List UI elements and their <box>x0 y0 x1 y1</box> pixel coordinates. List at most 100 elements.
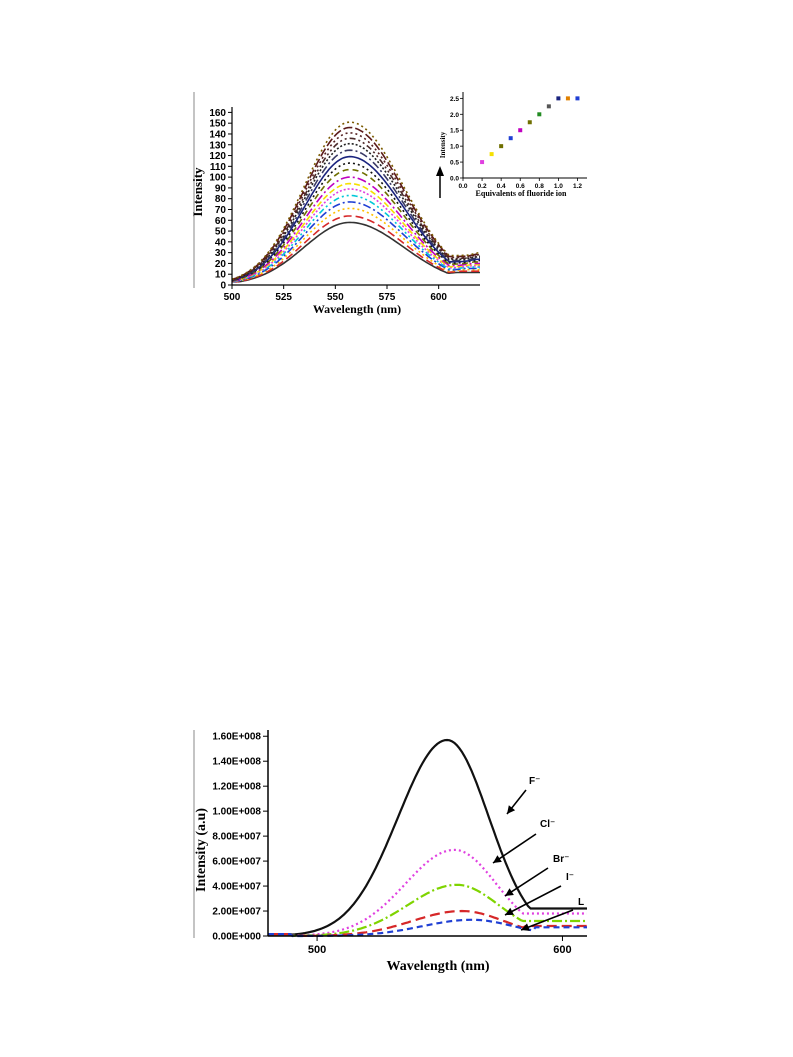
titration-spectra-chart: 0102030405060708090100110120130140150160… <box>190 92 587 316</box>
y-axis-label: Intensity <box>190 167 205 217</box>
y-tick-label: 1.00E+008 <box>212 807 261 818</box>
spectrum-curve-11 <box>231 155 480 282</box>
inset-x-tick-label: 0.8 <box>535 183 544 190</box>
callout-arrowhead <box>521 923 530 931</box>
x-tick-label: 500 <box>308 944 326 956</box>
series-callouts: F⁻ Cl⁻ Br⁻ I⁻ L <box>492 776 584 931</box>
spectrum-curve-10 <box>231 162 480 282</box>
inset-x-tick-label: 1.2 <box>573 183 582 190</box>
y-tick-label: 90 <box>215 183 227 194</box>
y-axis-label: Intensity (a.u) <box>194 808 209 892</box>
y-tick-label: 0.00E+000 <box>212 932 261 943</box>
spectrum-curve-8 <box>231 176 480 282</box>
x-tick-label: 600 <box>430 292 447 303</box>
inset-y-tick-label: 0.0 <box>450 176 459 183</box>
inset-data-point <box>556 96 561 101</box>
anion-curve-1 <box>268 738 587 936</box>
y-tick-label: 0 <box>220 281 226 292</box>
x-tick-label: 575 <box>379 292 396 303</box>
spectrum-curve-12 <box>231 149 480 282</box>
y-tick-label: 10 <box>215 270 227 281</box>
callout-arrow <box>504 885 562 916</box>
series-label: Cl⁻ <box>540 819 555 830</box>
inset-y-axis-label: Intensity <box>439 131 447 158</box>
inset-y-tick-label: 2.5 <box>450 96 459 103</box>
y-tick-label: 20 <box>215 259 227 270</box>
y-tick-label: 70 <box>215 205 227 216</box>
x-tick-label: 550 <box>327 292 344 303</box>
inset-x-tick-label: 0.4 <box>497 183 506 190</box>
spectrum-curve-15 <box>231 132 481 281</box>
y-tick-label: 150 <box>209 119 226 130</box>
y-tick-label: 30 <box>215 248 227 259</box>
series-label: I⁻ <box>566 872 574 883</box>
spectrum-curve-2 <box>232 215 480 283</box>
y-tick-label: 1.20E+008 <box>212 782 261 793</box>
y-tick-label: 140 <box>209 129 226 140</box>
x-tick-label: 525 <box>275 292 292 303</box>
inset-data-point <box>480 160 485 165</box>
callout-arrow <box>520 909 574 931</box>
inset-data-point <box>489 152 494 157</box>
inset-data-point <box>537 112 542 117</box>
main-axes: 0102030405060708090100110120130140150160… <box>209 107 480 303</box>
y-tick-label: 160 <box>209 108 226 119</box>
inset-data-point <box>546 104 551 109</box>
callout-arrowhead <box>505 888 514 896</box>
y-tick-label: 50 <box>215 227 227 238</box>
y-tick-label: 80 <box>215 194 227 205</box>
inset-x-tick-label: 0.0 <box>458 183 467 190</box>
inset-x-tick-label: 0.6 <box>516 183 525 190</box>
y-tick-label: 4.00E+007 <box>212 882 261 893</box>
x-axis-label: Wavelength (nm) <box>313 302 401 316</box>
spectrum-curve-1 <box>232 221 480 283</box>
y-tick-label: 6.00E+007 <box>212 857 261 868</box>
inset-x-tick-label: 0.2 <box>478 183 487 190</box>
inset-data-point <box>575 96 580 101</box>
inset-x-axis-label: Equivalents of fluoride ion <box>476 189 567 198</box>
series-label: L <box>578 897 584 908</box>
x-tick-label: 500 <box>224 292 241 303</box>
callout-arrowhead <box>505 907 514 915</box>
increase-arrow-head <box>436 166 444 176</box>
y-tick-label: 2.00E+007 <box>212 907 261 918</box>
y-tick-label: 60 <box>215 216 227 227</box>
y-tick-label: 40 <box>215 237 227 248</box>
inset-y-tick-label: 2.0 <box>450 112 459 119</box>
inset-y-tick-label: 0.5 <box>450 160 459 167</box>
inset-scatter-plot: 0.0 0.5 1.0 1.5 2.0 2.5 0.0 0.2 0.4 0.6 0.8 1.0 1.2 <box>450 92 587 190</box>
inset-y-tick-label: 1.5 <box>450 128 459 135</box>
spectrum-curve-7 <box>231 182 480 283</box>
spectrum-curve-16 <box>231 126 481 281</box>
spectrum-curve-9 <box>231 168 480 282</box>
spectrum-curve-4 <box>231 201 480 283</box>
anion-emission-curves <box>268 738 587 938</box>
y-tick-label: 110 <box>210 162 227 173</box>
inset-data-point <box>499 144 504 149</box>
inset-data-point <box>527 120 532 125</box>
series-label: F⁻ <box>529 776 540 787</box>
spectrum-curve-17 <box>231 121 481 281</box>
anion-selectivity-chart: 0.00E+000 2.00E+007 4.00E+007 6.00E+007 8.00… <box>193 730 587 974</box>
inset-y-tick-label: 1.0 <box>450 144 459 151</box>
series-label: Br⁻ <box>553 854 569 865</box>
spectrum-curve-13 <box>231 142 480 281</box>
anion-curve-3 <box>268 883 587 937</box>
selectivity-axes: 0.00E+000 2.00E+007 4.00E+007 6.00E+007 8.00… <box>212 730 587 956</box>
y-tick-label: 8.00E+007 <box>212 832 261 843</box>
y-tick-label: 120 <box>209 151 226 162</box>
callout-arrow <box>492 833 537 864</box>
callout-arrowhead <box>507 805 516 814</box>
y-tick-label: 100 <box>209 173 226 184</box>
y-tick-label: 1.40E+008 <box>212 757 261 768</box>
emission-curves <box>231 121 481 283</box>
y-tick-label: 1.60E+008 <box>212 732 261 743</box>
x-tick-label: 600 <box>553 944 571 956</box>
inset-data-point <box>508 136 513 141</box>
spectrum-curve-14 <box>231 137 481 281</box>
inset-data-point <box>565 96 570 101</box>
spectrum-curve-6 <box>231 188 480 283</box>
anion-curve-2 <box>268 848 587 937</box>
callout-arrow <box>504 867 549 897</box>
x-axis-label: Wavelength (nm) <box>386 959 489 974</box>
